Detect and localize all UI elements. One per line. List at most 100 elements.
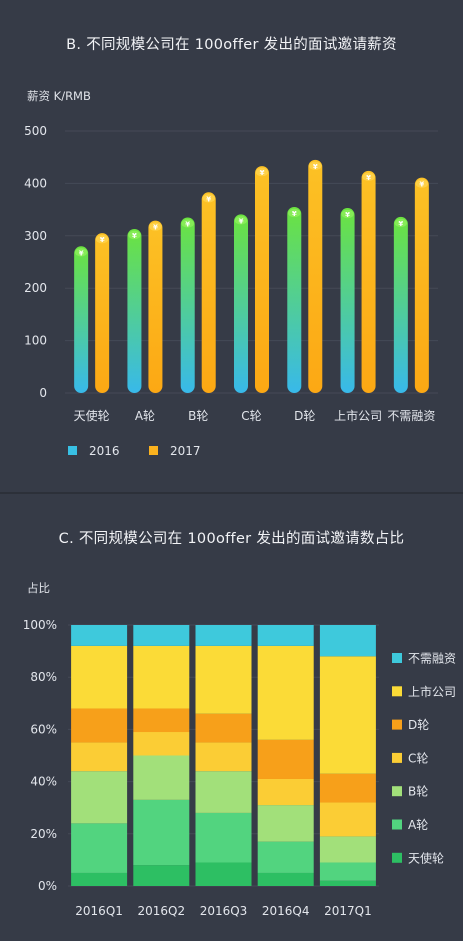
- chart-b-ylabel: 薪资 K/RMB: [27, 89, 91, 103]
- legend-swatch-C轮: [392, 752, 402, 763]
- y-tick-label: 500: [24, 124, 47, 138]
- segment-C轮-2016Q3: [195, 742, 252, 772]
- bar-2016-A轮: [127, 228, 142, 393]
- legend-swatch-2016: [68, 446, 77, 455]
- y-tick-label: 0%: [38, 879, 57, 893]
- bar-cap: [202, 194, 215, 203]
- segment-B轮-2016Q3: [195, 771, 252, 813]
- segment-D轮-2016Q3: [195, 713, 252, 743]
- bar-cap: [181, 219, 194, 228]
- segment-C轮-2016Q1: [71, 742, 128, 772]
- segment-不需融资-2017Q1: [319, 625, 376, 657]
- legend-swatch-B轮: [392, 786, 402, 797]
- segment-D轮-2016Q4: [257, 739, 314, 779]
- salary-bar-chart: 0 100 200 300 400 500 ¥ ¥ 天使轮 ¥ ¥ A轮 ¥ ¥ B轮 ¥ ¥ C轮 ¥ ¥ D轮 ¥ ¥ 上…: [24, 124, 438, 458]
- y-tick-label: 40%: [30, 775, 57, 789]
- segment-不需融资-2016Q4: [257, 625, 314, 646]
- yuan-cap-icon: ¥: [292, 210, 297, 218]
- segment-A轮-2016Q3: [195, 812, 252, 863]
- x-tick-label: B轮: [188, 409, 208, 423]
- segment-A轮-2016Q2: [133, 799, 190, 866]
- segment-A轮-2016Q1: [71, 823, 128, 873]
- y-tick-label: 100%: [23, 618, 57, 632]
- legend-label-D轮: D轮: [408, 718, 429, 732]
- segment-C轮-2016Q2: [133, 732, 190, 756]
- y-tick-label: 400: [24, 176, 47, 190]
- yuan-cap-icon: ¥: [345, 211, 350, 219]
- segment-上市公司-2016Q3: [195, 645, 252, 714]
- segment-B轮-2016Q4: [257, 805, 314, 842]
- section-divider: [0, 492, 463, 494]
- yuan-cap-icon: ¥: [185, 220, 190, 228]
- bar-2017-A轮: [148, 220, 163, 393]
- bar-2017-天使轮: [95, 233, 110, 393]
- x-tick-label: 上市公司: [334, 408, 382, 423]
- yuan-cap-icon: ¥: [239, 217, 244, 225]
- legend-label-2016: 2016: [89, 444, 120, 458]
- bar-2017-上市公司: [361, 170, 376, 393]
- segment-天使轮-2016Q4: [257, 872, 314, 886]
- bar-cap: [394, 218, 408, 228]
- bar-2016-不需融资: [393, 216, 408, 393]
- bar-2016-D轮: [287, 206, 302, 393]
- segment-上市公司-2016Q1: [71, 645, 128, 709]
- segment-天使轮-2016Q1: [71, 872, 128, 886]
- x-tick-label: 不需融资: [387, 409, 435, 423]
- chart-b-title: B. 不同规模公司在 100offer 发出的面试邀请薪资: [66, 37, 397, 53]
- legend-swatch-上市公司: [392, 686, 402, 697]
- yuan-cap-icon: ¥: [260, 169, 265, 177]
- bar-cap: [74, 248, 88, 257]
- bar-2016-C轮: [234, 214, 248, 393]
- yuan-cap-icon: ¥: [419, 181, 424, 189]
- segment-天使轮-2017Q1: [319, 880, 376, 886]
- bar-cap: [149, 222, 162, 231]
- y-tick-label: 200: [24, 281, 47, 295]
- y-tick-label: 20%: [30, 827, 57, 841]
- x-tick-label: 2017Q1: [324, 904, 372, 918]
- yuan-cap-icon: ¥: [313, 163, 318, 171]
- x-tick-label: 2016Q3: [200, 904, 248, 918]
- bar-2017-D轮: [308, 159, 323, 393]
- yuan-cap-icon: ¥: [206, 195, 211, 203]
- x-tick-label: 天使轮: [74, 408, 110, 423]
- y-tick-label: 100: [24, 334, 47, 348]
- segment-不需融资-2016Q1: [71, 625, 128, 646]
- bar-2016-B轮: [180, 217, 195, 393]
- legend-label-天使轮: 天使轮: [408, 850, 444, 865]
- bar-2016-上市公司: [340, 208, 355, 393]
- y-tick-label: 300: [24, 229, 47, 243]
- yuan-cap-icon: ¥: [366, 174, 371, 182]
- segment-上市公司-2016Q4: [257, 645, 314, 740]
- legend-label-不需融资: 不需融资: [408, 652, 456, 666]
- segment-D轮-2017Q1: [319, 773, 376, 803]
- x-tick-label: 2016Q4: [262, 904, 310, 918]
- segment-C轮-2016Q4: [257, 778, 314, 806]
- segment-A轮-2016Q4: [257, 841, 314, 873]
- segment-天使轮-2016Q3: [195, 862, 252, 886]
- legend-label-2017: 2017: [170, 444, 201, 458]
- bar-cap: [95, 234, 109, 244]
- chart-c-ylabel: 占比: [27, 581, 50, 595]
- legend-swatch-2017: [149, 446, 158, 455]
- yuan-cap-icon: ¥: [132, 232, 137, 240]
- legend-swatch-不需融资: [392, 653, 402, 663]
- segment-不需融资-2016Q2: [133, 625, 190, 646]
- legend-label-A轮: A轮: [408, 818, 428, 832]
- legend-swatch-D轮: [392, 719, 402, 730]
- segment-上市公司-2016Q2: [133, 645, 190, 709]
- segment-天使轮-2016Q2: [133, 865, 190, 886]
- bar-cap: [309, 161, 322, 171]
- x-tick-label: 2016Q1: [75, 904, 123, 918]
- share-chart-panel: C. 不同规模公司在 100offer 发出的面试邀请数占比 占比 0% 20% 4…: [0, 494, 463, 941]
- yuan-cap-icon: ¥: [79, 249, 84, 257]
- legend-label-上市公司: 上市公司: [408, 684, 456, 699]
- segment-D轮-2016Q2: [133, 708, 190, 733]
- x-tick-label: 2016Q2: [137, 904, 185, 918]
- segment-B轮-2016Q2: [133, 755, 190, 800]
- bar-cap: [341, 209, 354, 219]
- segment-B轮-2016Q1: [71, 771, 128, 824]
- chart-c-title: C. 不同规模公司在 100offer 发出的面试邀请数占比: [58, 531, 405, 547]
- bar-2017-不需融资: [414, 177, 429, 393]
- bar-cap: [255, 167, 269, 177]
- bar-cap: [415, 179, 429, 188]
